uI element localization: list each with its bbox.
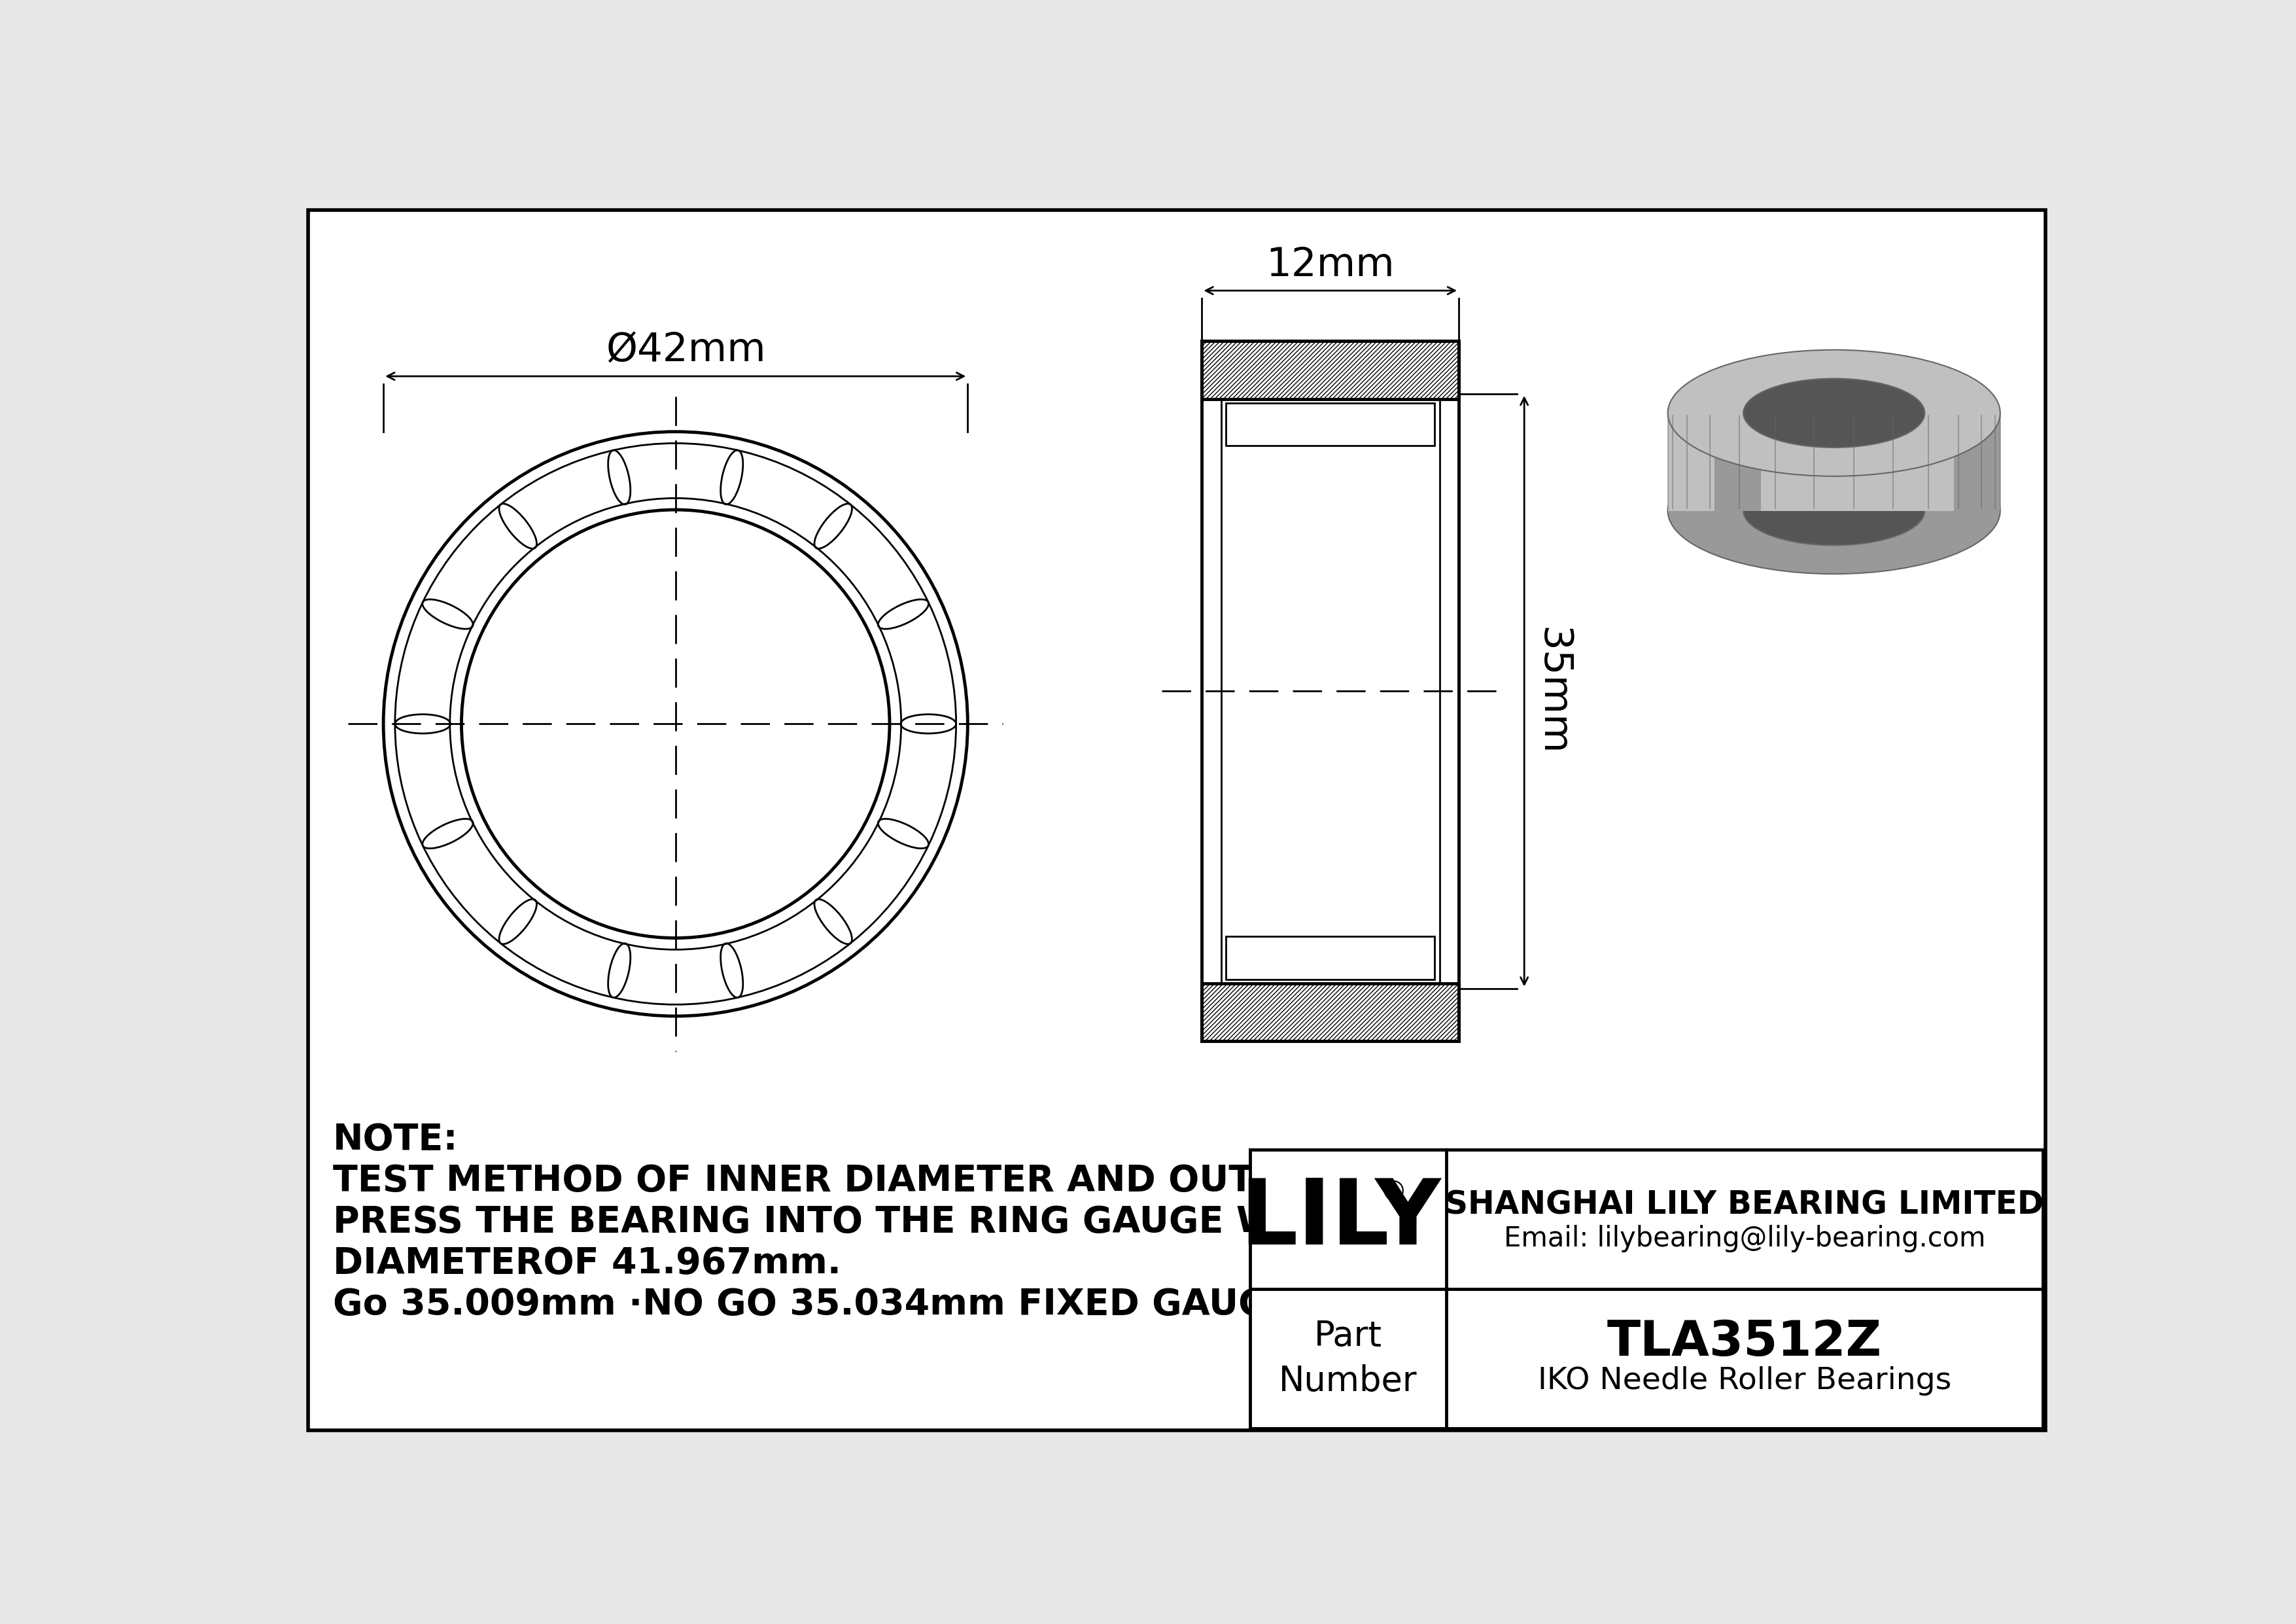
FancyBboxPatch shape [1954, 412, 2000, 512]
Text: SHANGHAI LILY BEARING LIMITED: SHANGHAI LILY BEARING LIMITED [1444, 1189, 2043, 1221]
Ellipse shape [1743, 476, 1924, 546]
Bar [1201, 984, 1458, 1041]
Text: Email: lilybearing@lily-bearing.com: Email: lilybearing@lily-bearing.com [1504, 1224, 1986, 1252]
Bar [1226, 403, 1435, 445]
Text: TLA3512Z: TLA3512Z [1607, 1319, 1883, 1366]
Ellipse shape [1743, 378, 1924, 448]
Text: LILY: LILY [1240, 1176, 1442, 1263]
Ellipse shape [1667, 349, 2000, 476]
Text: DIAMETEROF 41.967mm.: DIAMETEROF 41.967mm. [333, 1246, 840, 1281]
FancyBboxPatch shape [1667, 412, 2000, 512]
FancyBboxPatch shape [1715, 412, 1761, 512]
Text: 12mm: 12mm [1265, 245, 1394, 284]
Ellipse shape [1667, 448, 2000, 573]
Bar [1249, 1150, 2043, 1427]
Text: PRESS THE BEARING INTO THE RING GAUGE WITH THE INNER: PRESS THE BEARING INTO THE RING GAUGE WI… [333, 1205, 1577, 1239]
Text: Part
Number: Part Number [1279, 1319, 1417, 1398]
Text: Go 35.009mm ·NO GO 35.034mm FIXED GAUGES: Go 35.009mm ·NO GO 35.034mm FIXED GAUGES [333, 1288, 1320, 1322]
Text: IKO Needle Roller Bearings: IKO Needle Roller Bearings [1538, 1366, 1952, 1397]
Text: TEST METHOD OF INNER DIAMETER AND OUTER DIAMETER.: TEST METHOD OF INNER DIAMETER AND OUTER … [333, 1163, 1543, 1199]
Text: 35mm: 35mm [1534, 627, 1570, 755]
Bar [1201, 341, 1458, 400]
Bar [1226, 937, 1435, 979]
Text: ®: ® [1380, 1179, 1407, 1207]
Text: NOTE:: NOTE: [333, 1122, 459, 1158]
Text: Ø42mm: Ø42mm [606, 331, 765, 370]
